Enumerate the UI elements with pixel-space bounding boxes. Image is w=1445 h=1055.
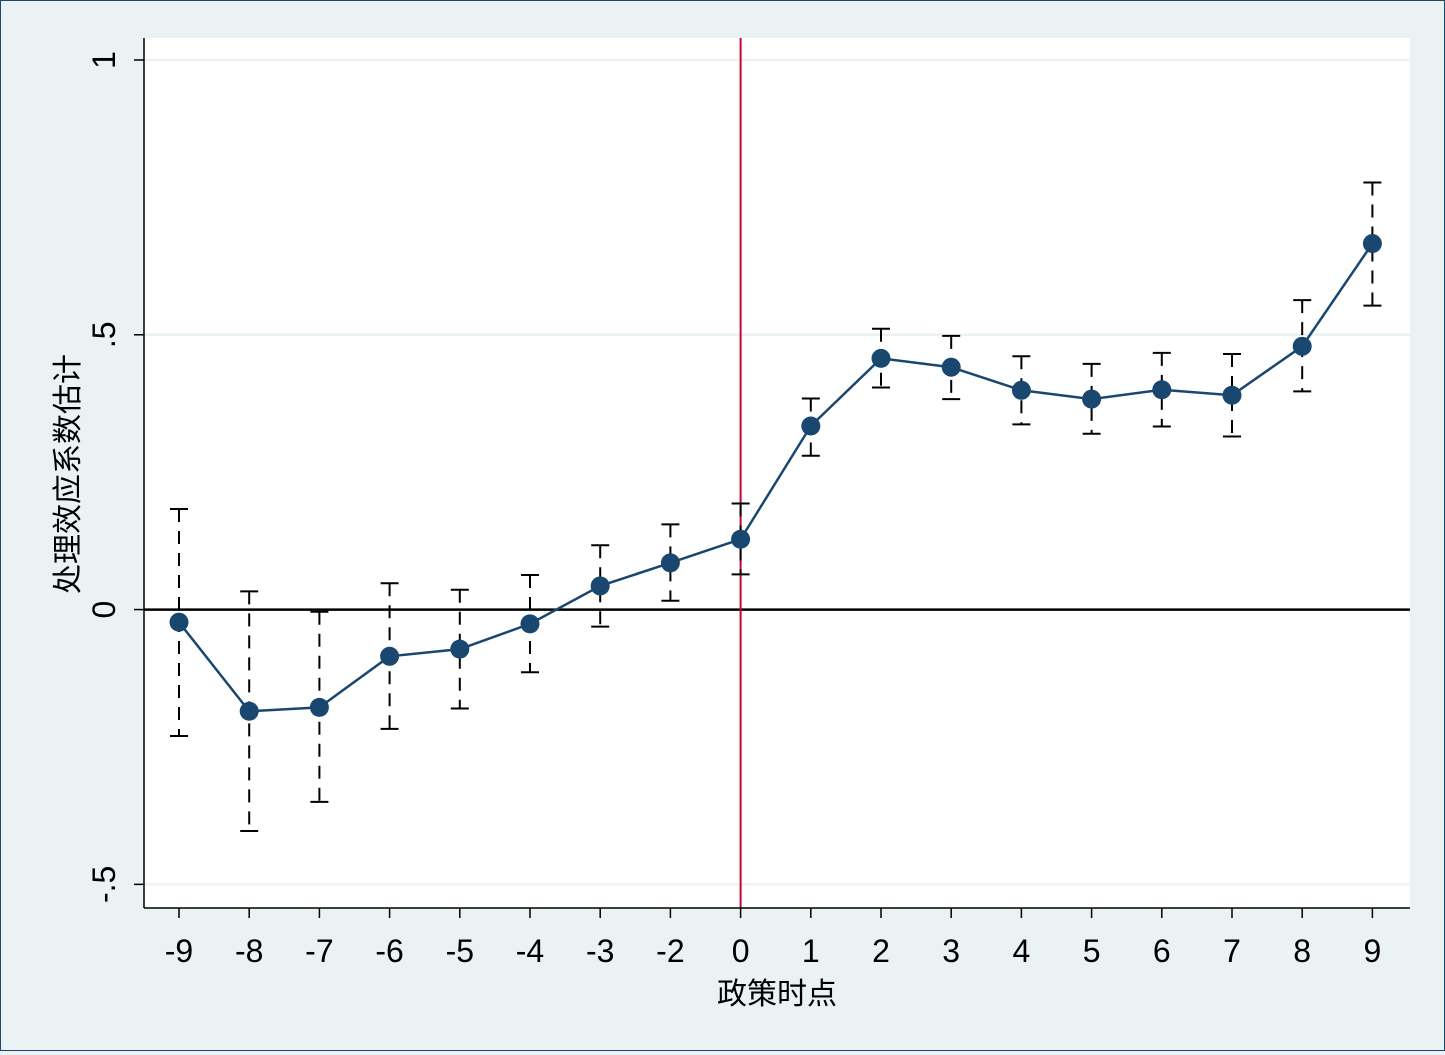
data-point <box>169 612 189 632</box>
y-tick-label: 1 <box>86 51 122 69</box>
data-point <box>871 348 891 368</box>
data-point <box>1152 380 1172 400</box>
x-tick-label: 2 <box>872 933 890 969</box>
y-tick-label: 0 <box>86 601 122 619</box>
x-tick-label: 7 <box>1223 933 1241 969</box>
x-tick-label: 4 <box>1013 933 1031 969</box>
data-point <box>520 614 540 634</box>
data-point <box>941 357 961 377</box>
series-line <box>178 242 1374 713</box>
data-point <box>1362 234 1382 254</box>
reference-lines <box>144 38 1410 908</box>
x-tick-label: -5 <box>446 933 474 969</box>
x-tick-label: -4 <box>516 933 544 969</box>
data-point <box>239 701 259 721</box>
grid-layer <box>144 58 1410 886</box>
y-tick-label: -.5 <box>86 866 122 903</box>
data-point <box>731 529 751 549</box>
x-tick-label: -6 <box>375 933 403 969</box>
data-point <box>380 646 400 666</box>
data-point <box>1011 380 1031 400</box>
x-tick-label: -3 <box>586 933 614 969</box>
x-tick-label: 6 <box>1153 933 1171 969</box>
x-tick-label: 9 <box>1364 933 1382 969</box>
x-tick-label: -2 <box>656 933 684 969</box>
x-tick-label: -7 <box>305 933 333 969</box>
data-point <box>1082 389 1102 409</box>
series-layer <box>169 234 1382 721</box>
x-tick-label: 3 <box>942 933 960 969</box>
y-axis-title: 处理效应系数估计 <box>52 354 85 594</box>
data-point <box>590 576 610 596</box>
x-tick-label: 1 <box>802 933 820 969</box>
data-point <box>660 553 680 573</box>
y-tick-label: .5 <box>86 321 122 348</box>
axes: 1 .5 0 -.5 -9 -8 -7 -6 -5 -4 -3 -2 0 1 2 3 4 5 6 7 8 9 <box>86 38 1410 969</box>
x-tick-label: 5 <box>1083 933 1101 969</box>
x-tick-label: -8 <box>235 933 263 969</box>
x-tick-label: 0 <box>732 933 750 969</box>
plot-area <box>144 38 1410 908</box>
data-point <box>309 697 329 717</box>
data-point <box>450 639 470 659</box>
x-tick-label: -9 <box>165 933 193 969</box>
data-point <box>801 416 821 436</box>
x-axis-title: 政策时点 <box>717 978 837 1011</box>
x-tick-label: 8 <box>1293 933 1311 969</box>
data-point <box>1292 336 1312 356</box>
data-point <box>1222 385 1242 405</box>
